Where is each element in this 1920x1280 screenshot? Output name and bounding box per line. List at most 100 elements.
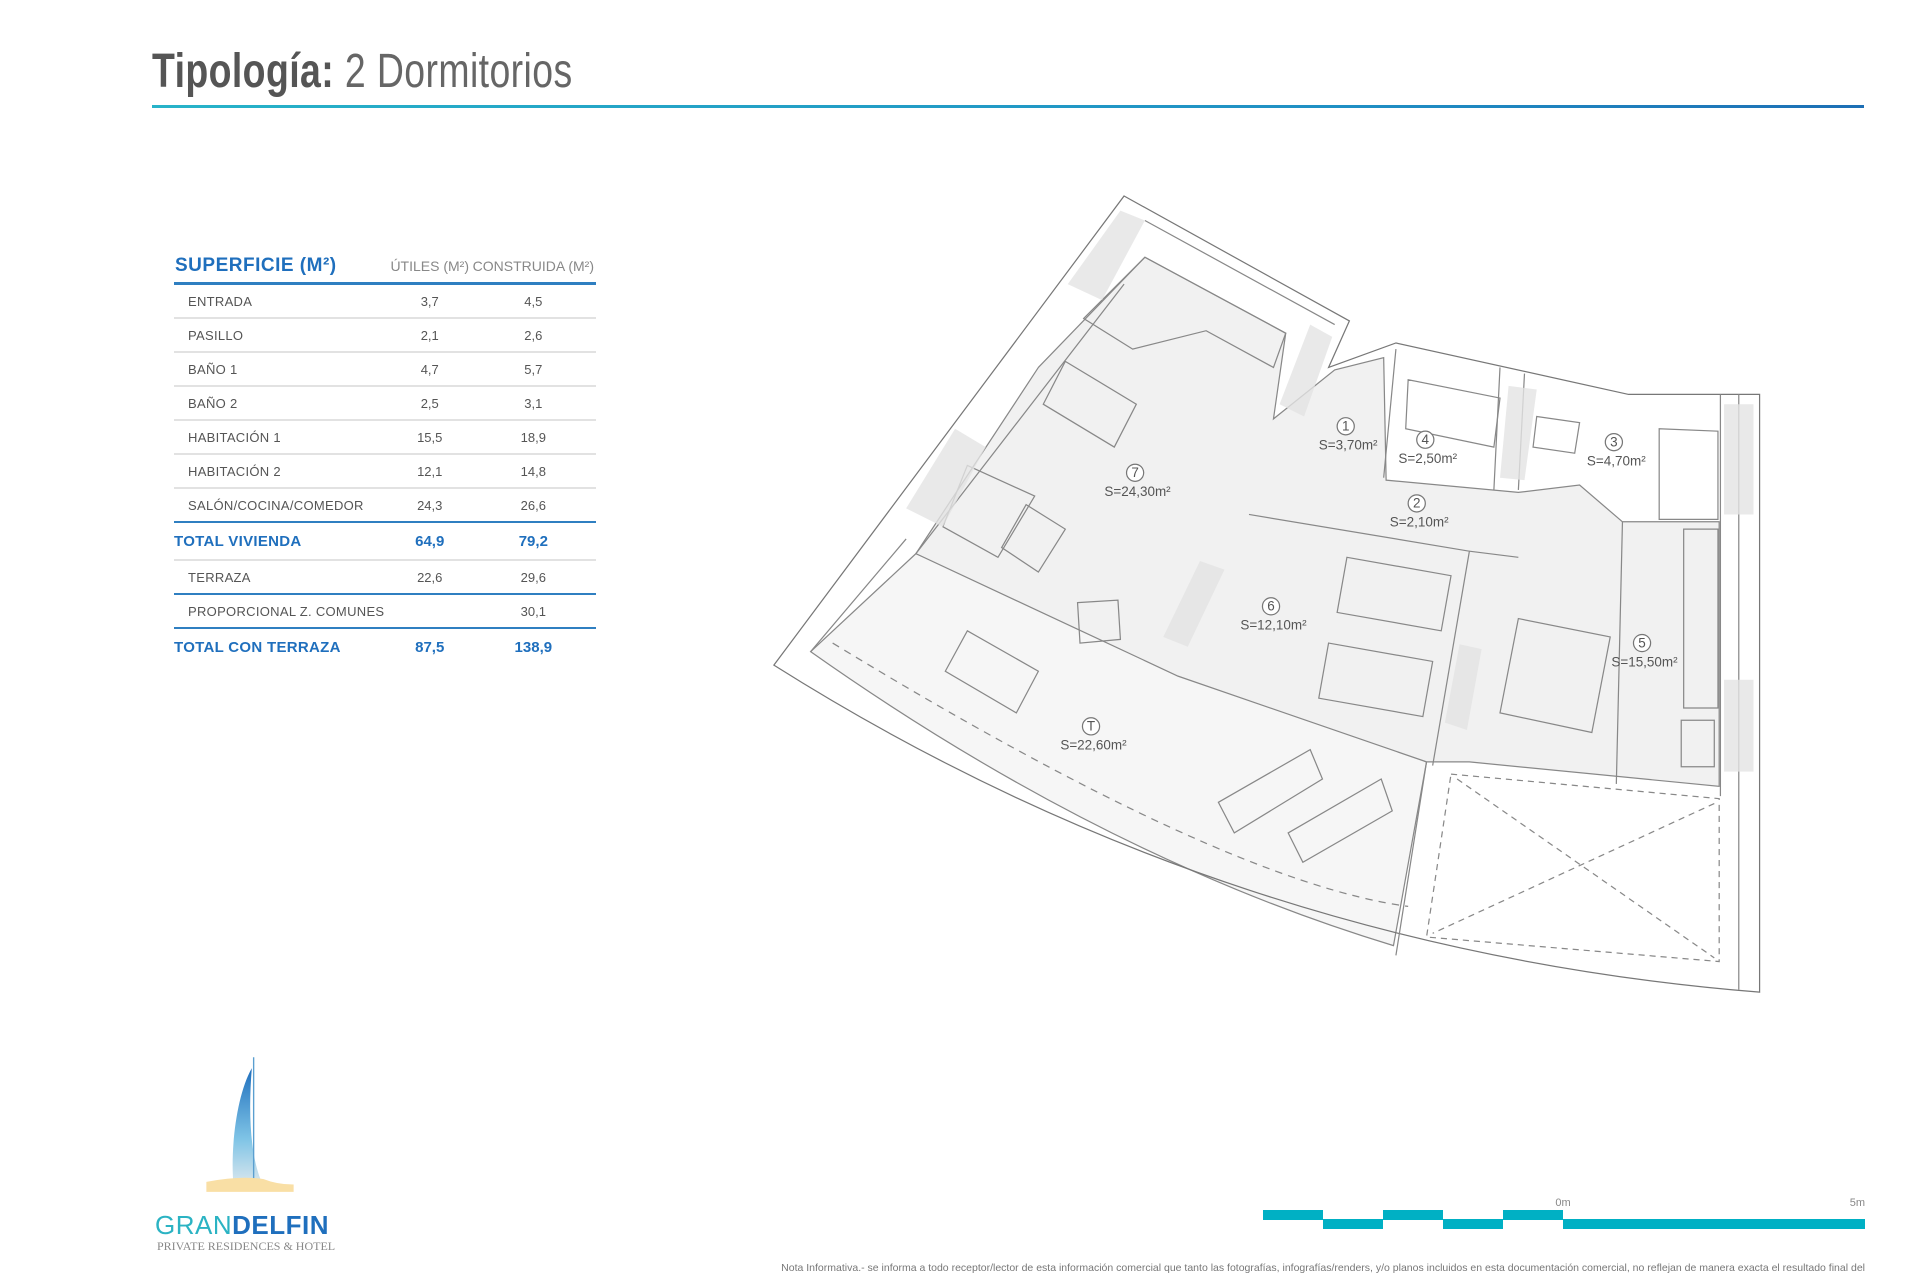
cell-construida: 3,1 [470, 386, 596, 421]
interior-area [915, 256, 1720, 788]
room-label: 7 S=24,30m² [1104, 463, 1171, 499]
cell-utiles: 87,5 [415, 638, 445, 656]
table-row: SALÓN/COCINA/COMEDOR 24,3 26,6 [174, 488, 596, 523]
cell-construida: 14,8 [470, 454, 596, 489]
cell-name: HABITACIÓN 2 [174, 454, 389, 489]
room-label: 2 S=2,10m² [1390, 494, 1449, 530]
cell-utiles: 2,5 [388, 386, 471, 421]
room-number-circle [1416, 430, 1435, 449]
table-row: HABITACIÓN 2 12,1 14,8 [174, 454, 596, 489]
cell-utiles: 64,9 [388, 522, 471, 561]
room-number-circle [1125, 463, 1145, 482]
room-area: S=15,50m² [1611, 654, 1678, 669]
bed [1499, 617, 1611, 734]
brand-name: GRANDELFIN [155, 1210, 329, 1241]
room-number: 5 [1638, 635, 1645, 650]
table-row: BAÑO 2 2,5 3,1 [174, 386, 596, 421]
page-title: Tipología: 2 Dormitorios [152, 44, 573, 99]
table-row: TOTAL VIVIENDA 64,9 79,2 [174, 522, 596, 561]
terrace-table [944, 629, 1040, 714]
cell-name: ENTRADA [174, 283, 389, 319]
room-number: 2 [1413, 496, 1420, 511]
balcony-void [1425, 773, 1720, 963]
brand-gran: GRAN [155, 1210, 233, 1240]
bed [1336, 556, 1452, 632]
cell-utiles: 24,3 [388, 488, 471, 523]
brand-tagline: PRIVATE RESIDENCES & HOTEL [157, 1239, 336, 1253]
bathroom-fixtures [1405, 378, 1719, 520]
room-number-circle [1632, 633, 1652, 653]
scale-end-label: 5m [1850, 1197, 1865, 1209]
table-row: HABITACIÓN 1 15,5 18,9 [174, 420, 596, 455]
cell-name: TERRAZA [174, 560, 389, 595]
cell-utiles: 3,7 [388, 283, 471, 319]
room-label: 6 S=12,10m² [1240, 597, 1307, 633]
sail-icon [232, 1068, 264, 1187]
scale-bar: 0m 5m [1263, 1197, 1865, 1229]
room-number: 6 [1267, 599, 1274, 614]
column-header-construida: CONSTRUIDA (M²) [470, 250, 596, 285]
cell-construida: 29,6 [470, 560, 596, 595]
cell-utiles: 12,1 [388, 454, 471, 489]
armchair [1076, 599, 1122, 644]
bed [1318, 642, 1434, 718]
coffee-table [1000, 503, 1067, 573]
cell-name: PROPORCIONAL Z. COMUNES [174, 594, 389, 629]
sun-lounger [1287, 778, 1393, 864]
cell-name: TOTAL CON TERRAZA [174, 638, 341, 656]
cell-construida: 26,6 [470, 488, 596, 523]
column-header-utiles: ÚTILES (M²) [388, 250, 471, 285]
table-heading: SUPERFICIE (M²) [174, 250, 389, 285]
table-row: TOTAL CON TERRAZA 87,5 138,9 [174, 628, 596, 665]
table-row: PROPORCIONAL Z. COMUNES 30,1 [174, 594, 596, 629]
wardrobe [1680, 528, 1719, 768]
brand-delfin: DELFIN [232, 1210, 330, 1240]
cell-name: BAÑO 1 [174, 352, 389, 387]
cell-utiles: 22,6 [388, 560, 471, 595]
sun-lounger [1217, 748, 1324, 834]
table-row: BAÑO 1 4,7 5,7 [174, 352, 596, 387]
dining-table [1042, 360, 1138, 448]
room-area: S=12,10m² [1240, 618, 1307, 633]
room-number: 4 [1422, 432, 1430, 447]
cell-name: HABITACIÓN 1 [174, 420, 389, 455]
kitchen-counter [1082, 256, 1287, 369]
surface-table: SUPERFICIE (M²) ÚTILES (M²) CONSTRUIDA (… [174, 250, 596, 665]
cell-name: BAÑO 2 [174, 386, 389, 421]
room-number: 3 [1610, 434, 1617, 449]
table-row: TERRAZA 22,6 29,6 [174, 560, 596, 595]
room-label: 4 S=2,50m² [1398, 430, 1458, 466]
cell-name: SALÓN/COCINA/COMEDOR [174, 488, 389, 523]
room-number-circle [1261, 597, 1281, 616]
cell-construida: 4,5 [470, 283, 596, 319]
cell-construida: 5,7 [470, 352, 596, 387]
room-number: 7 [1131, 465, 1138, 480]
room-number: T [1087, 719, 1095, 734]
room-number-circle [1336, 417, 1355, 436]
room-label: T S=22,60m² [1060, 717, 1127, 753]
cell-construida: 2,6 [470, 318, 596, 353]
room-number-circle [1407, 494, 1426, 513]
room-label: 5 S=15,50m² [1611, 633, 1678, 669]
terrace-area [809, 552, 1428, 947]
room-area: S=3,70m² [1319, 438, 1378, 453]
cell-construida: 18,9 [470, 420, 596, 455]
room-area: S=2,10m² [1390, 515, 1449, 530]
room-area: S=2,50m² [1398, 451, 1457, 466]
room-area: S=4,70m² [1587, 453, 1646, 468]
cell-utiles: 2,1 [388, 318, 471, 353]
cell-utiles: 4,7 [388, 352, 471, 387]
cell-construida: 138,9 [514, 638, 553, 656]
room-label: 3 S=4,70m² [1587, 432, 1646, 468]
room-area: S=24,30m² [1104, 484, 1171, 499]
title-divider [152, 105, 1864, 108]
title-light: 2 Dormitorios [344, 45, 573, 98]
room-number-circle [1081, 717, 1101, 736]
sand-wave [206, 1177, 294, 1192]
cell-name: TOTAL VIVIENDA [174, 522, 389, 561]
room-label: 1 S=3,70m² [1319, 417, 1378, 453]
grandelfin-logo [206, 1057, 294, 1192]
table-row: ENTRADA 3,7 4,5 [174, 283, 596, 319]
cell-name: PASILLO [174, 318, 389, 353]
